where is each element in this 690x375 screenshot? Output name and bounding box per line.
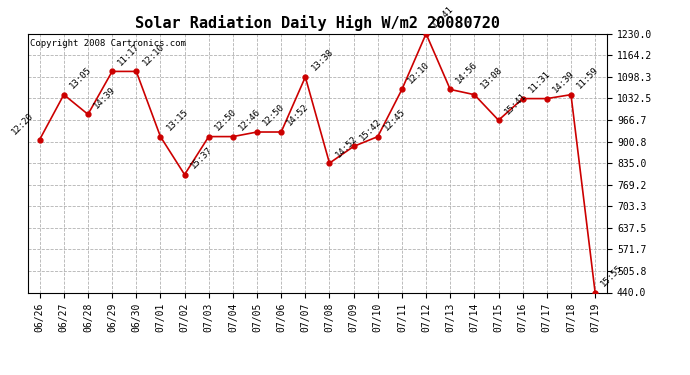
Text: 15:41: 15:41 (503, 91, 528, 116)
Text: 14:39: 14:39 (92, 85, 117, 110)
Text: 11:17: 11:17 (117, 42, 141, 67)
Text: 14:56: 14:56 (455, 60, 480, 85)
Text: 11:41: 11:41 (431, 4, 455, 30)
Text: 12:50: 12:50 (213, 107, 238, 132)
Text: 13:08: 13:08 (479, 65, 504, 90)
Text: 14:52: 14:52 (334, 134, 359, 159)
Text: 13:38: 13:38 (310, 48, 335, 73)
Text: 12:10: 12:10 (406, 60, 431, 85)
Text: 15:55: 15:55 (600, 263, 624, 288)
Title: Solar Radiation Daily High W/m2 20080720: Solar Radiation Daily High W/m2 20080720 (135, 15, 500, 31)
Text: 12:10: 12:10 (141, 42, 166, 67)
Text: 12:45: 12:45 (382, 107, 407, 132)
Text: 12:20: 12:20 (10, 111, 35, 137)
Text: 12:46: 12:46 (237, 107, 262, 132)
Text: 11:31: 11:31 (527, 69, 552, 94)
Text: 14:39: 14:39 (551, 69, 576, 94)
Text: 13:05: 13:05 (68, 65, 93, 90)
Text: 13:15: 13:15 (165, 107, 190, 132)
Text: 11:59: 11:59 (575, 65, 600, 90)
Text: 15:42: 15:42 (358, 117, 383, 142)
Text: Copyright 2008 Cartronics.com: Copyright 2008 Cartronics.com (30, 39, 186, 48)
Text: 14:52: 14:52 (286, 102, 310, 128)
Text: 12:50: 12:50 (262, 102, 286, 128)
Text: 15:37: 15:37 (189, 145, 214, 170)
